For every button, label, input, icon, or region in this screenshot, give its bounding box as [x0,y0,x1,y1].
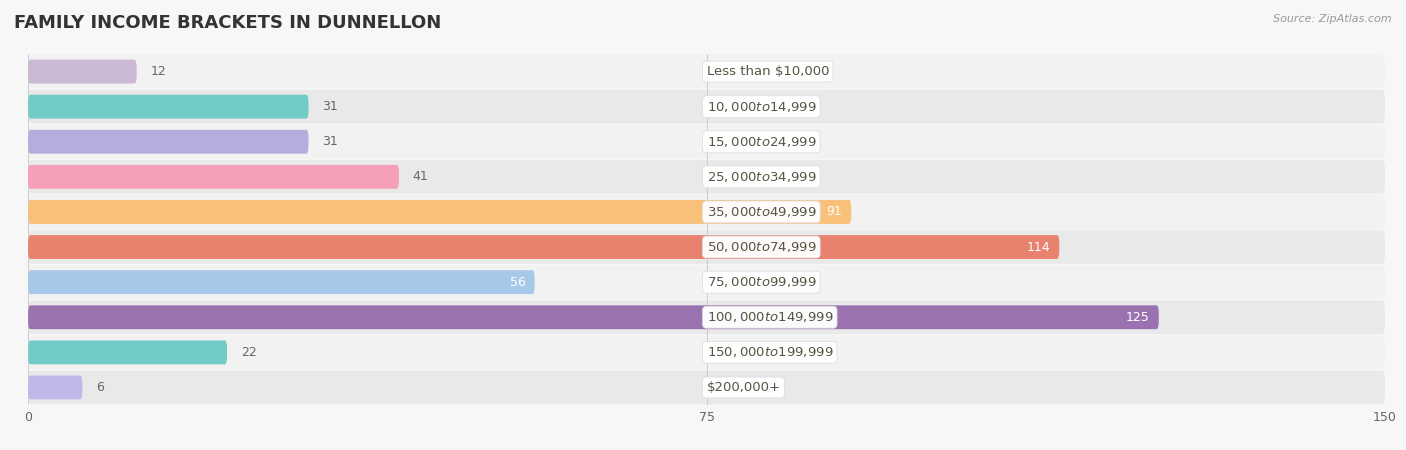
Text: FAMILY INCOME BRACKETS IN DUNNELLON: FAMILY INCOME BRACKETS IN DUNNELLON [14,14,441,32]
Text: $25,000 to $34,999: $25,000 to $34,999 [707,170,817,184]
FancyBboxPatch shape [28,235,1059,259]
Text: Less than $10,000: Less than $10,000 [707,65,830,78]
Text: 12: 12 [150,65,166,78]
Text: $200,000+: $200,000+ [707,381,780,394]
Text: $10,000 to $14,999: $10,000 to $14,999 [707,99,817,114]
Text: 22: 22 [240,346,256,359]
FancyBboxPatch shape [28,59,136,84]
Text: Source: ZipAtlas.com: Source: ZipAtlas.com [1274,14,1392,23]
FancyBboxPatch shape [28,375,83,400]
FancyBboxPatch shape [28,94,308,119]
FancyBboxPatch shape [28,130,308,154]
FancyBboxPatch shape [28,230,1385,264]
Text: $15,000 to $24,999: $15,000 to $24,999 [707,135,817,149]
FancyBboxPatch shape [28,200,851,224]
FancyBboxPatch shape [28,371,1385,404]
FancyBboxPatch shape [28,336,1385,369]
FancyBboxPatch shape [28,305,1159,329]
Text: $150,000 to $199,999: $150,000 to $199,999 [707,345,832,360]
Text: $50,000 to $74,999: $50,000 to $74,999 [707,240,817,254]
Text: 91: 91 [827,206,842,218]
Text: $75,000 to $99,999: $75,000 to $99,999 [707,275,817,289]
Text: 56: 56 [510,276,526,288]
Text: 31: 31 [322,100,337,113]
Text: $100,000 to $149,999: $100,000 to $149,999 [707,310,832,324]
Text: 31: 31 [322,135,337,148]
Text: 41: 41 [412,171,429,183]
FancyBboxPatch shape [28,195,1385,229]
FancyBboxPatch shape [28,301,1385,334]
FancyBboxPatch shape [28,340,228,364]
Text: 6: 6 [96,381,104,394]
FancyBboxPatch shape [28,125,1385,158]
Text: 114: 114 [1026,241,1050,253]
FancyBboxPatch shape [28,55,1385,88]
FancyBboxPatch shape [28,165,399,189]
FancyBboxPatch shape [28,90,1385,123]
Text: $35,000 to $49,999: $35,000 to $49,999 [707,205,817,219]
FancyBboxPatch shape [28,266,1385,299]
Text: 125: 125 [1126,311,1150,324]
FancyBboxPatch shape [28,160,1385,194]
FancyBboxPatch shape [28,270,534,294]
